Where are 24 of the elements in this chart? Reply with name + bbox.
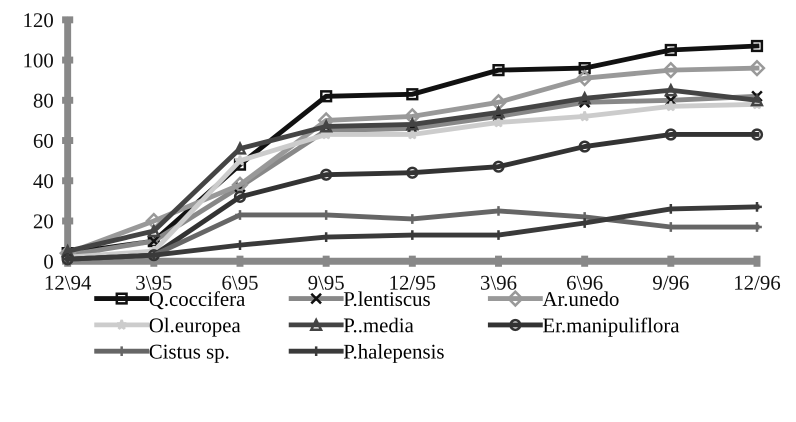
legend-label: Ol.europea: [150, 318, 240, 337]
x-tick-label: 9\95: [308, 276, 344, 290]
y-tick-label: 20: [34, 214, 53, 228]
y-tick-label: 120: [24, 13, 53, 28]
legend-label: Q.coccifera: [150, 291, 246, 310]
legend-label: P..media: [344, 318, 414, 332]
x-tick-label: 3\96: [480, 276, 516, 290]
x-tick-label: 3\95: [136, 276, 172, 290]
y-tick-label: 100: [24, 53, 53, 68]
x-tick-label: 12\94: [46, 276, 92, 290]
x-tick-label: 12/95: [390, 276, 436, 290]
legend-label: P.halepensis: [344, 344, 444, 363]
x-tick-label: 12/96: [735, 276, 780, 290]
x-tick-label: 9/96: [652, 276, 689, 290]
x-tick-label: 6\95: [222, 276, 258, 290]
legend-label: Cistus sp.: [150, 344, 228, 363]
legend-label: P.lentiscus: [344, 291, 430, 306]
y-tick-label: 80: [34, 94, 53, 108]
legend-label: Ar.unedo: [542, 291, 619, 306]
x-tick-label: 6\96: [567, 276, 603, 290]
y-tick-label: 0: [44, 254, 53, 269]
legend-label: Er.manipuliflora: [543, 318, 680, 337]
y-tick-label: 60: [34, 134, 53, 148]
y-tick-label: 40: [33, 174, 53, 188]
